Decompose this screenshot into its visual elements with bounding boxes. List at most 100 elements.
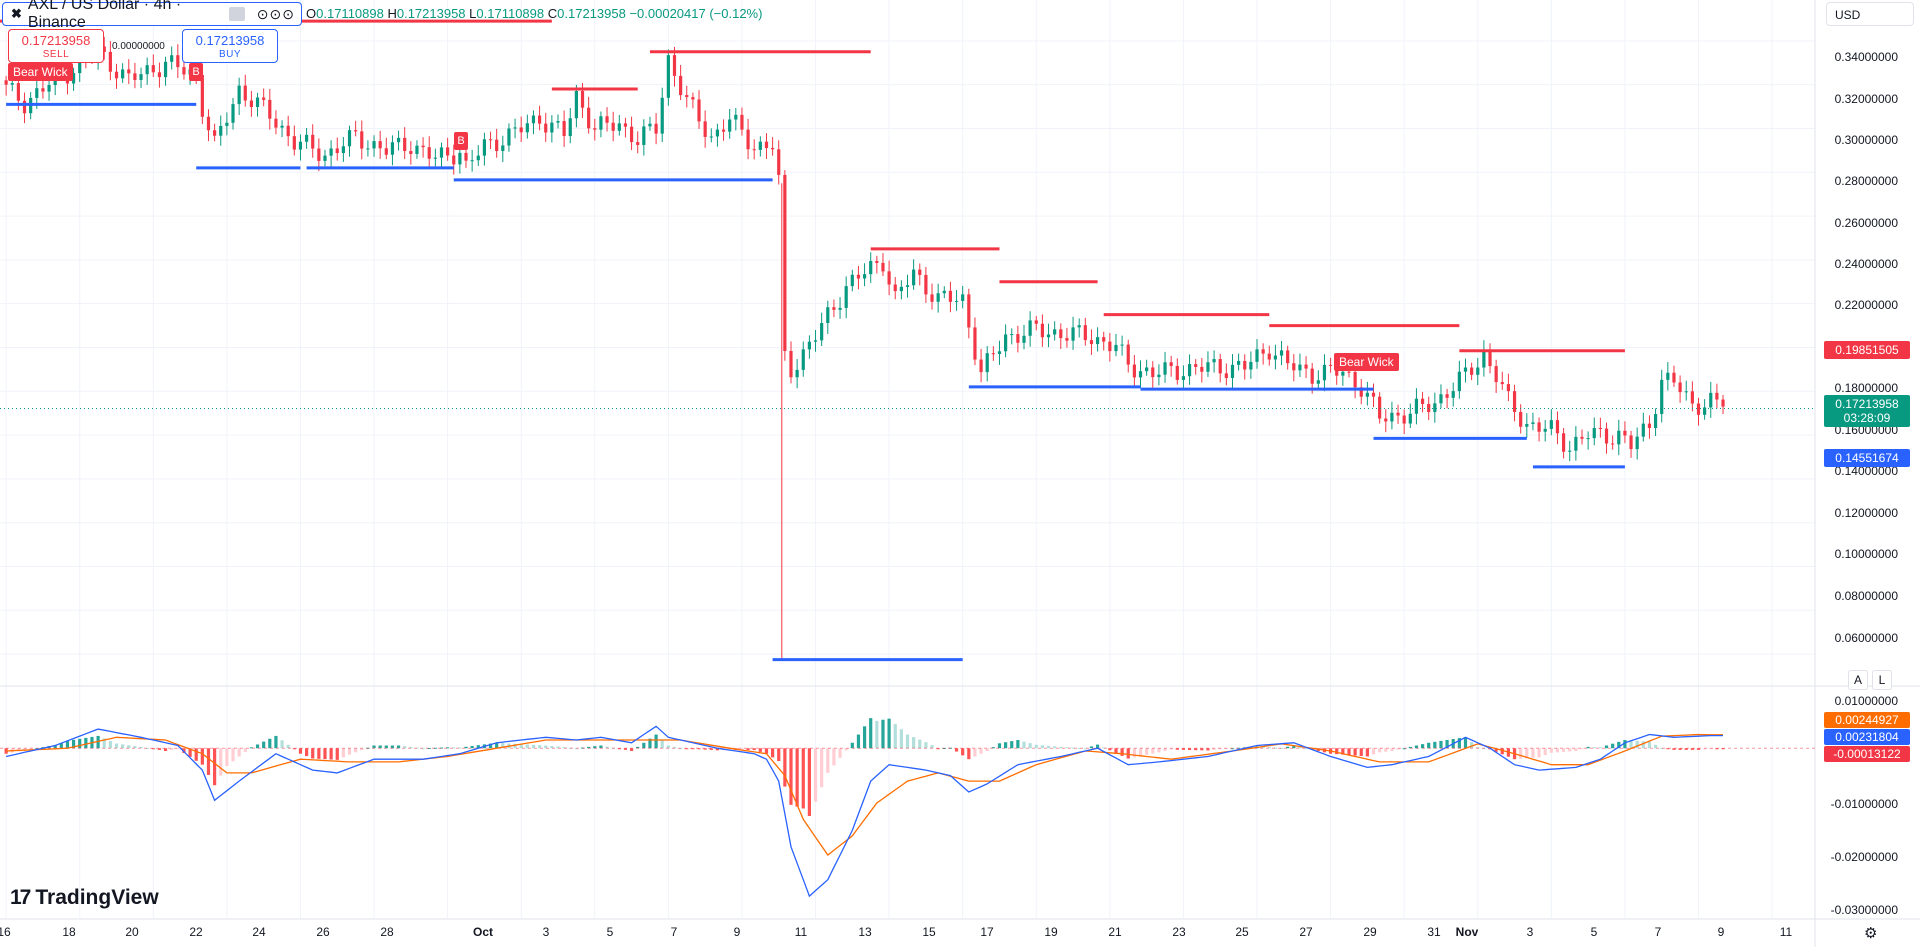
macd-histogram-bar (317, 748, 321, 759)
macd-histogram-bar (1574, 748, 1578, 751)
candle-body (642, 126, 646, 145)
price-tick: 0.08000000 (1834, 589, 1898, 603)
candle-body (838, 307, 842, 310)
more-icon[interactable]: ⊙⊙⊙ (256, 5, 295, 22)
macd-histogram-bar (550, 746, 554, 749)
macd-histogram-bar (237, 748, 241, 757)
candle-body (1457, 371, 1461, 392)
close-icon[interactable]: ✖ (11, 6, 22, 21)
candle-body (746, 129, 750, 150)
symbol-legend[interactable]: ✖ AXL / US Dollar · 4h · Binance ⊙⊙⊙ (2, 0, 302, 31)
macd-histogram-bar (869, 718, 873, 749)
date-tick: 7 (670, 925, 678, 939)
candle-body (1341, 371, 1345, 376)
candle-body (648, 123, 652, 127)
macd-histogram-bar (151, 748, 155, 750)
candle-body (427, 147, 431, 159)
candle-body (1721, 399, 1725, 407)
macd-histogram-bar (1666, 748, 1670, 750)
candle-body (979, 359, 983, 373)
candle-body (1206, 362, 1210, 372)
macd-histogram-bar (78, 738, 82, 749)
candle-body (789, 350, 793, 378)
candle-body (1157, 374, 1161, 378)
candle-body (862, 274, 867, 279)
candle-body (1102, 337, 1106, 342)
candle-body (1365, 392, 1369, 397)
date-tick: 26 (316, 925, 330, 939)
macd-signal-line (6, 733, 1723, 856)
candle-body (1212, 359, 1216, 363)
log-scale-button[interactable]: L (1872, 670, 1892, 690)
candle-body (292, 136, 296, 150)
candle-body (544, 123, 548, 133)
date-tick: 15 (922, 925, 936, 939)
sell-button[interactable]: 0.17213958 SELL (8, 29, 104, 63)
candle-body (1230, 364, 1235, 378)
candle-body (176, 55, 180, 68)
macd-histogram-bar (912, 737, 916, 749)
candle-body (482, 139, 487, 156)
date-tick: 20 (125, 925, 139, 939)
candle-body (1083, 325, 1087, 341)
candle-body (1108, 341, 1112, 352)
date-tick: 3 (542, 925, 550, 939)
candle-body (1249, 361, 1253, 370)
buy-button[interactable]: 0.17213958 BUY (182, 29, 278, 63)
candle-body (985, 353, 989, 373)
macd-histogram-bar (1457, 738, 1461, 749)
macd-histogram-bar (954, 748, 959, 752)
macd-histogram-bar (587, 746, 591, 749)
candle-body (421, 145, 425, 148)
macd-histogram-bar (1065, 747, 1069, 749)
macd-histogram-bar (1169, 748, 1173, 750)
candle-body (16, 83, 20, 101)
macd-histogram-bar (421, 748, 425, 750)
date-tick: 7 (1654, 925, 1662, 939)
macd-histogram-bar (924, 742, 928, 749)
change-value: −0.00020417 (−0.12%) (629, 6, 763, 21)
tradingview-logo[interactable]: 17 TradingView (10, 886, 159, 910)
candle-body (396, 137, 401, 143)
date-tick: 28 (380, 925, 394, 939)
price-tick: 0.34000000 (1834, 50, 1898, 64)
high-label: H (387, 6, 397, 21)
macd-histogram-bar (531, 744, 536, 749)
candle-body (905, 285, 910, 287)
candle-body (1237, 360, 1241, 365)
currency-selector[interactable]: USD (1826, 2, 1914, 26)
settings-icon[interactable]: ⚙ (1864, 925, 1878, 942)
candle-body (844, 286, 848, 308)
candle-body (1568, 450, 1572, 452)
candle-body (918, 269, 922, 275)
macd-histogram-bar (427, 748, 431, 750)
candle-body (973, 327, 977, 360)
candle-body (1004, 334, 1008, 352)
macd-histogram-bar (740, 748, 744, 751)
macd-histogram-bar (697, 748, 701, 750)
macd-histogram-bar (525, 744, 529, 749)
macd-histogram-bar (1181, 748, 1186, 750)
macd-histogram-bar (170, 748, 174, 751)
candle-body (513, 127, 517, 129)
candle-body (574, 90, 578, 119)
candle-body (1169, 362, 1173, 366)
macd-histogram-bar (1292, 745, 1296, 749)
macd-histogram-bar (1617, 741, 1621, 749)
macd-histogram-bar (1598, 747, 1602, 749)
candle-body (298, 141, 303, 150)
price-tick: 0.28000000 (1834, 174, 1898, 188)
candle-body (1384, 418, 1388, 422)
candle-body (1470, 367, 1474, 375)
macd-histogram-bar (709, 748, 713, 750)
macd-histogram-bar (967, 748, 971, 760)
eye-icon[interactable] (228, 7, 245, 21)
auto-scale-button[interactable]: A (1848, 670, 1868, 690)
macd-histogram-bar (1218, 748, 1222, 750)
candle-body (820, 323, 824, 341)
macd-histogram-bar (1555, 748, 1560, 753)
candle-body (1433, 403, 1437, 413)
candle-body (1059, 329, 1063, 339)
